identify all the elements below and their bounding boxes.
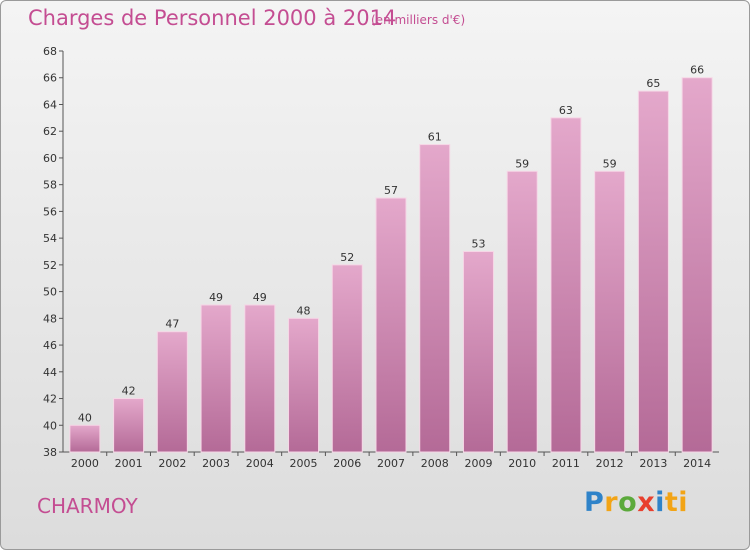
y-tick-label: 40	[43, 419, 57, 432]
y-tick-label: 68	[43, 45, 57, 58]
y-tick-label: 52	[43, 259, 57, 272]
bar	[681, 77, 713, 453]
chart-subtitle: (en milliers d'€)	[371, 13, 466, 27]
x-tick-label: 2000	[71, 457, 99, 470]
bar-value-label: 40	[78, 411, 92, 424]
bar	[69, 424, 101, 453]
x-tick-label: 2002	[158, 457, 186, 470]
bar	[419, 144, 451, 453]
logo-letter: x	[637, 487, 656, 518]
bar	[244, 304, 276, 453]
y-tick-label: 58	[43, 179, 57, 192]
x-tick-label: 2014	[683, 457, 711, 470]
bar	[462, 251, 494, 453]
bar-value-label: 49	[209, 291, 223, 304]
logo-letter: ti	[664, 487, 689, 518]
proxiti-logo: Proxiti	[584, 487, 688, 518]
x-tick-label: 2008	[421, 457, 449, 470]
y-tick-label: 46	[43, 339, 57, 352]
y-tick-label: 66	[43, 72, 57, 85]
logo-letter: P	[584, 487, 605, 518]
bar	[375, 197, 407, 453]
chart-title: Charges de Personnel 2000 à 2014	[28, 6, 397, 30]
bar-value-label: 52	[340, 251, 354, 264]
x-tick-label: 2001	[115, 457, 143, 470]
bar-value-label: 63	[559, 104, 573, 117]
logo-letter: i	[655, 487, 665, 518]
bar-value-label: 66	[690, 64, 704, 77]
x-tick-label: 2007	[377, 457, 405, 470]
bar	[200, 304, 232, 453]
bar-value-label: 47	[165, 318, 179, 331]
x-tick-label: 2009	[464, 457, 492, 470]
y-tick-label: 44	[43, 366, 57, 379]
bar	[506, 170, 538, 453]
x-tick-label: 2003	[202, 457, 230, 470]
y-tick-label: 38	[43, 446, 57, 459]
y-tick-label: 56	[43, 205, 57, 218]
logo-letter: o	[618, 487, 638, 518]
town-name: CHARMOY	[37, 494, 138, 518]
bar-value-label: 59	[603, 157, 617, 170]
x-tick-label: 2011	[552, 457, 580, 470]
bar	[594, 170, 626, 453]
logo-letter: r	[604, 487, 619, 518]
y-tick-label: 62	[43, 125, 57, 138]
y-tick-label: 50	[43, 286, 57, 299]
x-tick-label: 2013	[639, 457, 667, 470]
x-tick-label: 2005	[290, 457, 318, 470]
bar	[113, 398, 145, 453]
y-tick-label: 48	[43, 312, 57, 325]
bar-value-label: 53	[471, 238, 485, 251]
y-tick-label: 60	[43, 152, 57, 165]
y-tick-label: 64	[43, 98, 57, 111]
bar-value-label: 48	[297, 304, 311, 317]
bar-value-label: 49	[253, 291, 267, 304]
bar	[156, 331, 188, 453]
bar	[288, 317, 320, 453]
bar	[550, 117, 582, 453]
bar-value-label: 42	[122, 385, 136, 398]
x-tick-label: 2006	[333, 457, 361, 470]
bar-value-label: 61	[428, 131, 442, 144]
bar	[331, 264, 363, 453]
bar-value-label: 59	[515, 157, 529, 170]
x-tick-label: 2004	[246, 457, 274, 470]
x-tick-label: 2012	[596, 457, 624, 470]
bar-value-label: 57	[384, 184, 398, 197]
y-tick-label: 54	[43, 232, 57, 245]
x-tick-label: 2010	[508, 457, 536, 470]
y-tick-label: 42	[43, 393, 57, 406]
bar	[637, 90, 669, 453]
bar-value-label: 65	[646, 77, 660, 90]
